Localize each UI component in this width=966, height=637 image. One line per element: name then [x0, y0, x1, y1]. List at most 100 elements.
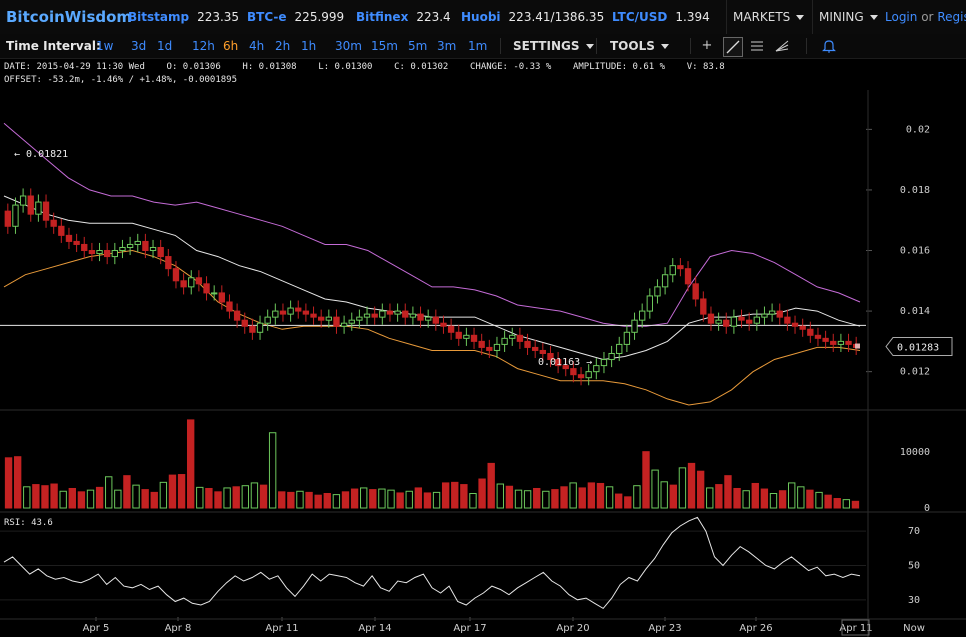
- interval-1d[interactable]: 1d: [157, 39, 173, 53]
- candle-body: [577, 374, 585, 379]
- crosshair-icon[interactable]: +: [701, 38, 713, 53]
- candle-body: [600, 359, 608, 367]
- upper-band-line: [3, 122, 861, 327]
- candle-body: [104, 250, 111, 258]
- volume-bar: [533, 487, 541, 509]
- volume-bar: [323, 493, 331, 509]
- candle-body: [165, 256, 172, 270]
- candle-body: [516, 334, 524, 342]
- markets-menu[interactable]: MARKETS: [726, 0, 810, 34]
- interval-4h[interactable]: 4h: [249, 39, 265, 53]
- trendline-icon[interactable]: [723, 37, 743, 57]
- fan-icon[interactable]: [773, 37, 791, 55]
- ticker-price: 223.35: [197, 10, 240, 24]
- volume-bar: [32, 484, 40, 509]
- candle-body: [822, 337, 829, 342]
- candle-body: [58, 225, 65, 236]
- interval-1w[interactable]: 1w: [96, 39, 114, 53]
- candle-body: [425, 316, 432, 321]
- high-price-annotation: ← 0.01821: [14, 149, 68, 160]
- volume-bar: [314, 494, 322, 509]
- candle-body: [295, 307, 302, 312]
- last-candle-marker: [855, 343, 860, 349]
- candle-body: [470, 334, 478, 342]
- settings-menu[interactable]: SETTINGS: [513, 39, 594, 53]
- candle-body: [218, 292, 225, 303]
- candle-body: [363, 313, 371, 318]
- chart-toolbar: Time Interval: 1w 3d 1d 12h 6h 4h 2h 1h …: [0, 34, 966, 59]
- volume-bar: [360, 487, 368, 509]
- candle-body: [50, 219, 57, 227]
- rsi-line: [3, 516, 861, 610]
- volume-bar: [715, 484, 723, 509]
- register-link[interactable]: Regis: [937, 10, 966, 24]
- volume-bar: [305, 491, 313, 509]
- ticker-huobi[interactable]: Huobi 223.41/1386.35: [461, 10, 604, 24]
- candle-body: [539, 349, 546, 354]
- interval-1h[interactable]: 1h: [301, 39, 317, 53]
- candle-body: [447, 325, 455, 333]
- candle-body: [707, 313, 715, 324]
- candle-body: [394, 310, 401, 315]
- candle-body: [88, 250, 96, 255]
- candle-body: [256, 322, 264, 333]
- candle-body: [42, 201, 50, 221]
- volume-bar: [687, 462, 696, 509]
- interval-2h[interactable]: 2h: [275, 39, 291, 53]
- candle-body: [684, 268, 692, 285]
- interval-30m[interactable]: 30m: [335, 39, 362, 53]
- x-tick-label: Apr 23: [648, 623, 681, 634]
- candlesticks: [4, 188, 860, 386]
- volume-bar: [232, 486, 240, 509]
- volume-bar: [41, 485, 49, 509]
- ticker-bitstamp[interactable]: Bitstamp 223.35: [128, 10, 239, 24]
- volume-bar: [296, 490, 304, 509]
- interval-5m[interactable]: 5m: [408, 39, 428, 53]
- top-bar: BitcoinWisdom Bitstamp 223.35 BTC-e 225.99…: [0, 0, 966, 35]
- chevron-down-icon: [585, 44, 594, 49]
- interval-3d[interactable]: 3d: [131, 39, 147, 53]
- interval-3m[interactable]: 3m: [437, 39, 457, 53]
- volume-bar: [487, 462, 495, 509]
- mining-menu[interactable]: MINING: [812, 0, 884, 34]
- volume-bar: [396, 492, 404, 509]
- rsi-tick-label: 50: [908, 561, 920, 572]
- alert-bell-icon[interactable]: [820, 37, 838, 55]
- candle-body: [493, 343, 501, 351]
- candle-body: [562, 365, 569, 370]
- brand-logo[interactable]: BitcoinWisdom: [6, 8, 133, 26]
- candle-body: [142, 240, 149, 252]
- volume-bar: [332, 494, 341, 509]
- rsi-tick-label: 30: [908, 595, 920, 606]
- ticker-ltc-usd[interactable]: LTC/USD 1.394: [612, 10, 710, 24]
- candle-body: [134, 240, 141, 245]
- candle-body: [272, 310, 279, 318]
- volume-bar: [405, 490, 413, 509]
- ticker-btc-e[interactable]: BTC-e 225.999: [247, 10, 344, 24]
- interval-1m[interactable]: 1m: [468, 39, 488, 53]
- login-link[interactable]: Login: [885, 10, 918, 24]
- volume-bar: [50, 483, 58, 509]
- candle-body: [639, 310, 646, 321]
- interval-6h[interactable]: 6h: [223, 39, 239, 53]
- candle-body: [432, 316, 439, 324]
- ticker-bitfinex[interactable]: Bitfinex 223.4: [356, 10, 451, 24]
- interval-15m[interactable]: 15m: [371, 39, 398, 53]
- candle-body: [310, 313, 317, 318]
- candle-body: [12, 204, 19, 227]
- candle-body: [126, 243, 134, 248]
- candle-body: [654, 286, 661, 297]
- tools-menu[interactable]: TOOLS: [610, 39, 669, 53]
- candle-body: [593, 365, 600, 373]
- volume-bar: [4, 457, 13, 509]
- volume-bar: [678, 467, 687, 509]
- candle-body: [463, 334, 470, 339]
- ticker-price: 225.999: [294, 10, 345, 24]
- candle-body: [356, 316, 363, 321]
- horizontal-lines-icon[interactable]: [748, 37, 766, 55]
- x-tick-label: Apr 20: [556, 623, 589, 634]
- candle-body: [203, 283, 210, 294]
- interval-12h[interactable]: 12h: [192, 39, 215, 53]
- volume-bar: [815, 491, 823, 509]
